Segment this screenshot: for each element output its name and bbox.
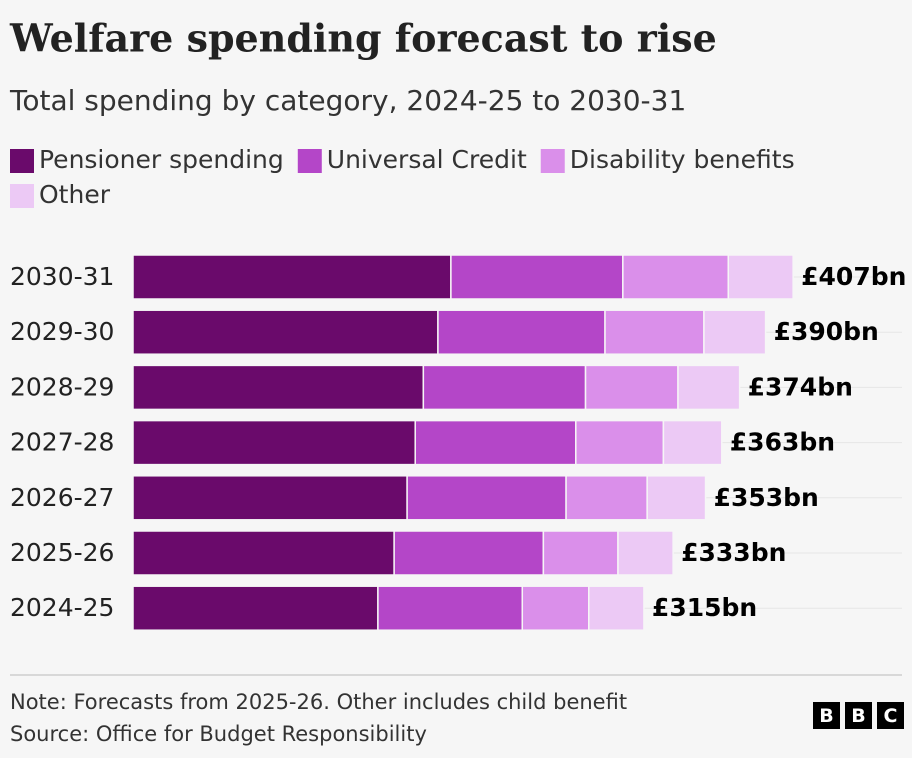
legend-swatch [297,149,322,173]
bar [646,475,707,521]
bar [521,585,590,631]
y-tick-label: 2027-28 [10,428,114,457]
bar [437,309,606,355]
logo-letter: C [884,705,898,727]
total-label: £333bn [681,538,786,567]
y-tick-label: 2029-30 [10,317,114,346]
source: Source: Office for Budget Responsibility [10,722,427,746]
legend-label: Universal Credit [327,145,527,174]
chart-title: Welfare spending forecast to rise [9,16,717,61]
bar [677,364,741,411]
bar [703,309,767,355]
bar [414,419,577,466]
bar [132,309,439,355]
total-label: £390bn [774,317,879,346]
bar [422,364,587,411]
logo-letter: B [851,705,865,727]
bar [575,419,665,466]
bar [584,364,679,411]
legend-label: Pensioner spending [39,145,284,174]
chart-subtitle: Total spending by category, 2024-25 to 2… [9,84,686,117]
y-tick-label: 2025-26 [10,538,114,567]
bar [393,530,545,576]
bar [132,530,395,576]
legend-label: Disability benefits [570,145,795,174]
bar [132,254,452,300]
legend-swatch [10,149,34,173]
bar [727,254,794,300]
logo-block [877,702,904,729]
total-label: £315bn [652,593,757,622]
y-tick-label: 2028-29 [10,372,114,401]
bar [132,419,416,466]
legend-swatch [10,184,34,208]
total-label: £407bn [801,262,906,291]
y-tick-label: 2030-31 [10,262,114,291]
logo-block [813,702,840,729]
legend-label: Other [39,180,111,209]
y-tick-label: 2026-27 [10,483,114,512]
total-label: £363bn [730,428,835,457]
total-label: £374bn [748,372,853,401]
logo-block [845,702,872,729]
bar [132,364,425,411]
bar [406,475,567,521]
legend-swatch [540,149,565,173]
bar [662,419,723,466]
bar [132,585,379,631]
bar [622,254,730,300]
y-tick-label: 2024-25 [10,593,114,622]
bar [588,585,645,631]
note: Note: Forecasts from 2025-26. Other incl… [10,690,627,714]
bar [565,475,648,521]
logo-letter: B [819,705,833,727]
total-label: £353bn [714,483,819,512]
bar [604,309,705,355]
bar [132,475,408,521]
bar [450,254,624,300]
bar [377,585,524,631]
bar [542,530,619,576]
bar [617,530,674,576]
